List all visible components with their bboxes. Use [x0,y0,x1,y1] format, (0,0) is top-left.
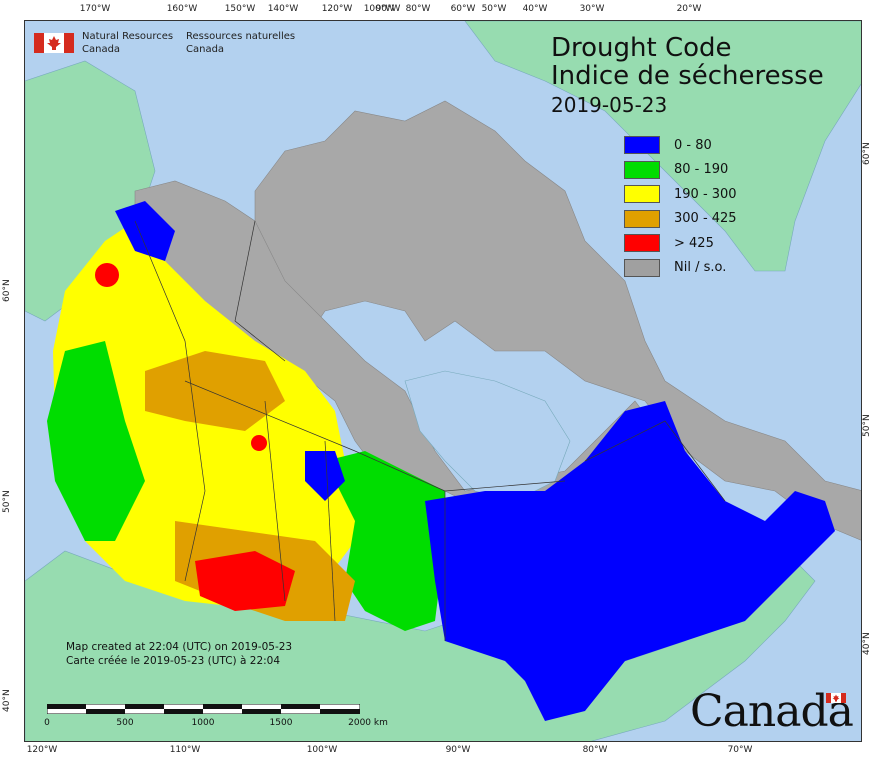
tick-top-label: 60°W [450,4,476,14]
hudson-bay [404,370,571,502]
legend-item: Nil / s.o. [624,256,737,281]
zone-blue-lake [305,451,345,501]
zone-orange [145,351,285,431]
tick-top-label: 150°W [224,4,256,14]
legend-swatch [624,258,660,277]
canada-flag-icon [34,33,74,53]
legend-swatch [624,136,660,155]
tick-top-label: 40°W [522,4,548,14]
legend-item: > 425 [624,231,737,256]
tick-top-label: 50°W [481,4,507,14]
legend-item: 80 - 190 [624,158,737,183]
title-date: 2019-05-23 [551,93,668,117]
scale-label: 500 [116,718,134,728]
tick-right-label: 60°N [862,142,872,165]
tick-top-label: 20°W [676,4,702,14]
title-fr: Indice de sécheresse [551,61,824,91]
tick-bottom-label: 90°W [445,745,471,755]
canada-flag-icon [826,693,846,703]
map-frame [24,20,862,742]
zone-red-south [195,551,295,611]
tick-top-label: 140°W [267,4,299,14]
scale-label: 1000 [191,718,215,728]
tick-bottom-label: 110°W [169,745,201,755]
legend-label: 190 - 300 [674,186,737,202]
zone-blue-east [425,401,835,721]
legend-swatch [624,160,660,179]
agency-fr-line2: Canada [186,44,225,55]
agency-fr-line1: Ressources naturelles [186,31,296,42]
legend-label: 80 - 190 [674,162,729,178]
legend-item: 0 - 80 [624,133,737,158]
legend-swatch [624,185,660,204]
legend-label: 300 - 425 [674,211,737,227]
drought-code-map [25,21,861,741]
tick-bottom-label: 120°W [26,745,58,755]
map-title: Drought Code Indice de sécheresse 2019-0… [551,34,824,118]
legend-label: > 425 [674,235,714,251]
tick-bottom-label: 70°W [727,745,753,755]
zone-red-mid [251,435,267,451]
legend-label: 0 - 80 [674,137,712,153]
creation-note-fr: Carte créée le 2019-05-23 (UTC) à 22:04 [66,655,281,667]
agency-en-line1: Natural Resources [82,31,174,42]
tick-left-label: 60°N [2,279,12,302]
scale-label: 2000 km [348,718,388,728]
tick-bottom-label: 100°W [306,745,338,755]
tick-top-label: 100°W [363,4,395,14]
tick-top-label: 160°W [166,4,198,14]
legend-item: 190 - 300 [624,182,737,207]
tick-top-label: 80°W [405,4,431,14]
tick-right-label: 40°N [862,632,872,655]
zone-green-west [47,341,145,541]
tick-top-label: 120°W [321,4,353,14]
province-boundaries [134,220,726,641]
creation-note: Map created at 22:04 (UTC) on 2019-05-23… [66,640,292,668]
zone-green [325,451,445,631]
title-en: Drought Code [551,33,732,63]
tick-left-label: 40°N [2,689,12,712]
greenland-land [464,21,861,272]
legend-label: Nil / s.o. [674,260,727,276]
scale-label: 0 [44,718,50,728]
scale-label: 1500 [269,718,293,728]
tick-bottom-label: 80°W [582,745,608,755]
arctic-islands [254,100,861,541]
zone-blue-north [115,201,175,261]
legend: 0 - 80 80 - 190 190 - 300 300 - 425 > 42… [624,133,737,280]
tick-top-label: 30°W [579,4,605,14]
zone-red-north [95,263,119,287]
creation-note-en: Map created at 22:04 (UTC) on 2019-05-23 [66,641,293,653]
tick-right-label: 50°N [862,414,872,437]
tick-top-label: 90°W [375,4,401,14]
scale-bar [47,704,360,714]
tick-left-label: 50°N [2,490,12,513]
legend-swatch [624,234,660,253]
legend-swatch [624,209,660,228]
legend-item: 300 - 425 [624,207,737,232]
agency-en-line2: Canada [82,44,121,55]
tick-top-label: 170°W [79,4,111,14]
